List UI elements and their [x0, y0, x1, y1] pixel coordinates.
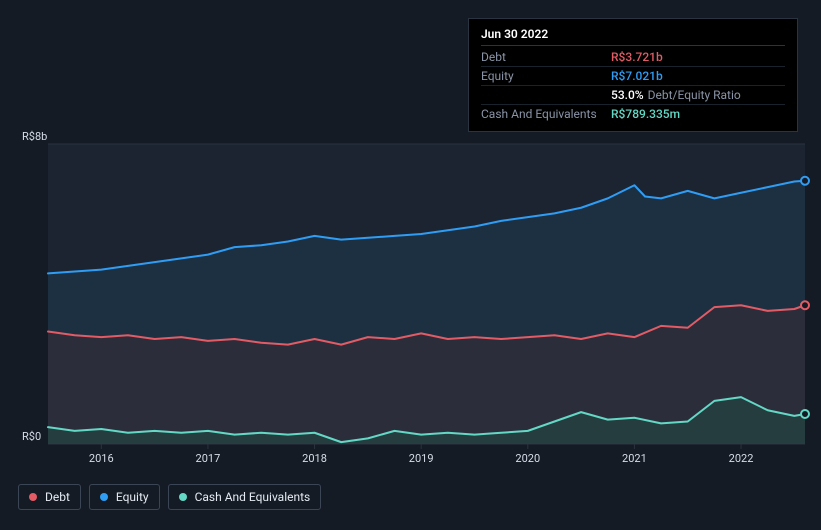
tooltip-row-ratio: 53.0% Debt/Equity Ratio — [481, 86, 785, 105]
legend-label: Equity — [116, 490, 149, 504]
x-axis-label: 2018 — [302, 452, 327, 465]
tooltip-ratio-spacer — [481, 88, 611, 102]
y-axis-label: R$0 — [22, 430, 41, 443]
legend-dot — [29, 493, 37, 501]
x-axis-label: 2021 — [622, 452, 647, 465]
tooltip-cash-value: R$789.335m — [611, 107, 680, 121]
tooltip-ratio-label: Debt/Equity Ratio — [648, 88, 741, 102]
tooltip-row-cash: Cash And Equivalents R$789.335m — [481, 105, 785, 123]
tooltip-date: Jun 30 2022 — [481, 27, 785, 46]
legend-label: Debt — [45, 490, 70, 504]
legend-dot — [100, 493, 108, 501]
tooltip-row-debt: Debt R$3.721b — [481, 48, 785, 67]
x-axis-label: 2019 — [409, 452, 434, 465]
x-axis-label: 2020 — [515, 452, 540, 465]
legend-dot — [179, 493, 187, 501]
y-axis-label: R$8b — [22, 130, 47, 143]
tooltip-equity-value: R$7.021b — [611, 69, 663, 83]
tooltip-debt-label: Debt — [481, 50, 611, 64]
legend-item[interactable]: Debt — [18, 484, 81, 510]
x-axis-label: 2017 — [196, 452, 221, 465]
x-axis-label: 2022 — [729, 452, 754, 465]
x-axis-label: 2016 — [89, 452, 114, 465]
tooltip-cash-label: Cash And Equivalents — [481, 107, 611, 121]
legend-item[interactable]: Cash And Equivalents — [168, 484, 322, 510]
tooltip-row-equity: Equity R$7.021b — [481, 67, 785, 86]
chart-legend: Debt Equity Cash And Equivalents — [18, 484, 321, 510]
tooltip-equity-label: Equity — [481, 69, 611, 83]
tooltip-debt-value: R$3.721b — [611, 50, 663, 64]
tooltip-ratio-value: 53.0% — [611, 88, 644, 102]
legend-label: Cash And Equivalents — [195, 490, 311, 504]
legend-item[interactable]: Equity — [89, 484, 160, 510]
chart-tooltip: Jun 30 2022 Debt R$3.721b Equity R$7.021… — [468, 18, 798, 132]
